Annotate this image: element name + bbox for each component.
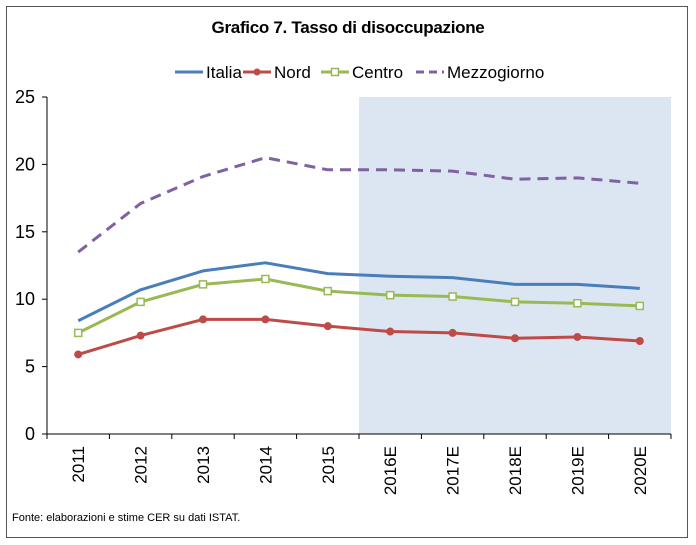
legend-label-nord: Nord bbox=[274, 63, 311, 82]
x-tick-label: 2019E bbox=[568, 446, 587, 495]
y-tick-label: 10 bbox=[15, 289, 35, 309]
chart-title: Grafico 7. Tasso di disoccupazione bbox=[211, 18, 485, 37]
data-point-centro bbox=[510, 297, 520, 307]
legend-label-italia: Italia bbox=[206, 63, 242, 82]
y-tick-label: 15 bbox=[15, 222, 35, 242]
x-tick-label: 2012 bbox=[132, 446, 151, 484]
data-point-centro bbox=[573, 298, 582, 308]
data-point-centro bbox=[73, 328, 83, 338]
series-line-nord bbox=[77, 317, 640, 356]
series-line-mezzogiorno bbox=[77, 156, 640, 254]
data-point-nord bbox=[448, 328, 457, 337]
data-point-centro bbox=[635, 301, 645, 311]
legend-marker-centro bbox=[330, 67, 340, 77]
series-line-italia bbox=[77, 261, 640, 323]
source-note: Fonte: elaborazioni e stime CER su dati … bbox=[12, 512, 241, 524]
y-tick-label: 0 bbox=[25, 424, 35, 444]
legend-label-mezzogiorno: Mezzogiorno bbox=[447, 63, 544, 82]
x-tick-label: 2014 bbox=[256, 446, 275, 484]
data-point-nord bbox=[261, 315, 270, 324]
y-tick-label: 5 bbox=[25, 357, 35, 377]
data-point-nord bbox=[136, 331, 145, 340]
data-point-centro bbox=[261, 274, 270, 284]
data-point-nord bbox=[323, 322, 332, 331]
series-line-centro bbox=[77, 277, 640, 335]
x-tick-label: 2016E bbox=[381, 446, 400, 495]
data-point-nord bbox=[74, 350, 83, 359]
x-tick-label: 2017E bbox=[444, 446, 463, 495]
x-tick-label: 2011 bbox=[69, 446, 88, 483]
y-tick-label: 25 bbox=[15, 87, 35, 107]
x-tick-label: 2018E bbox=[506, 446, 525, 495]
data-point-centro bbox=[198, 280, 208, 289]
data-point-nord bbox=[573, 332, 582, 341]
data-point-centro bbox=[385, 290, 395, 300]
x-tick-label: 2015 bbox=[319, 446, 338, 484]
x-tick-label: 2013 bbox=[194, 446, 213, 484]
legend-label-centro: Centro bbox=[352, 63, 403, 82]
data-point-nord bbox=[199, 315, 207, 324]
legend-marker-nord bbox=[253, 68, 261, 76]
y-tick-label: 20 bbox=[15, 154, 35, 174]
data-point-centro bbox=[448, 292, 457, 301]
data-point-nord bbox=[386, 327, 395, 336]
data-point-nord bbox=[511, 334, 519, 343]
x-tick-label: 2020E bbox=[631, 446, 650, 495]
data-point-centro bbox=[136, 297, 145, 307]
forecast-shading bbox=[359, 97, 671, 434]
data-point-centro bbox=[323, 286, 333, 296]
data-point-nord bbox=[635, 336, 644, 345]
